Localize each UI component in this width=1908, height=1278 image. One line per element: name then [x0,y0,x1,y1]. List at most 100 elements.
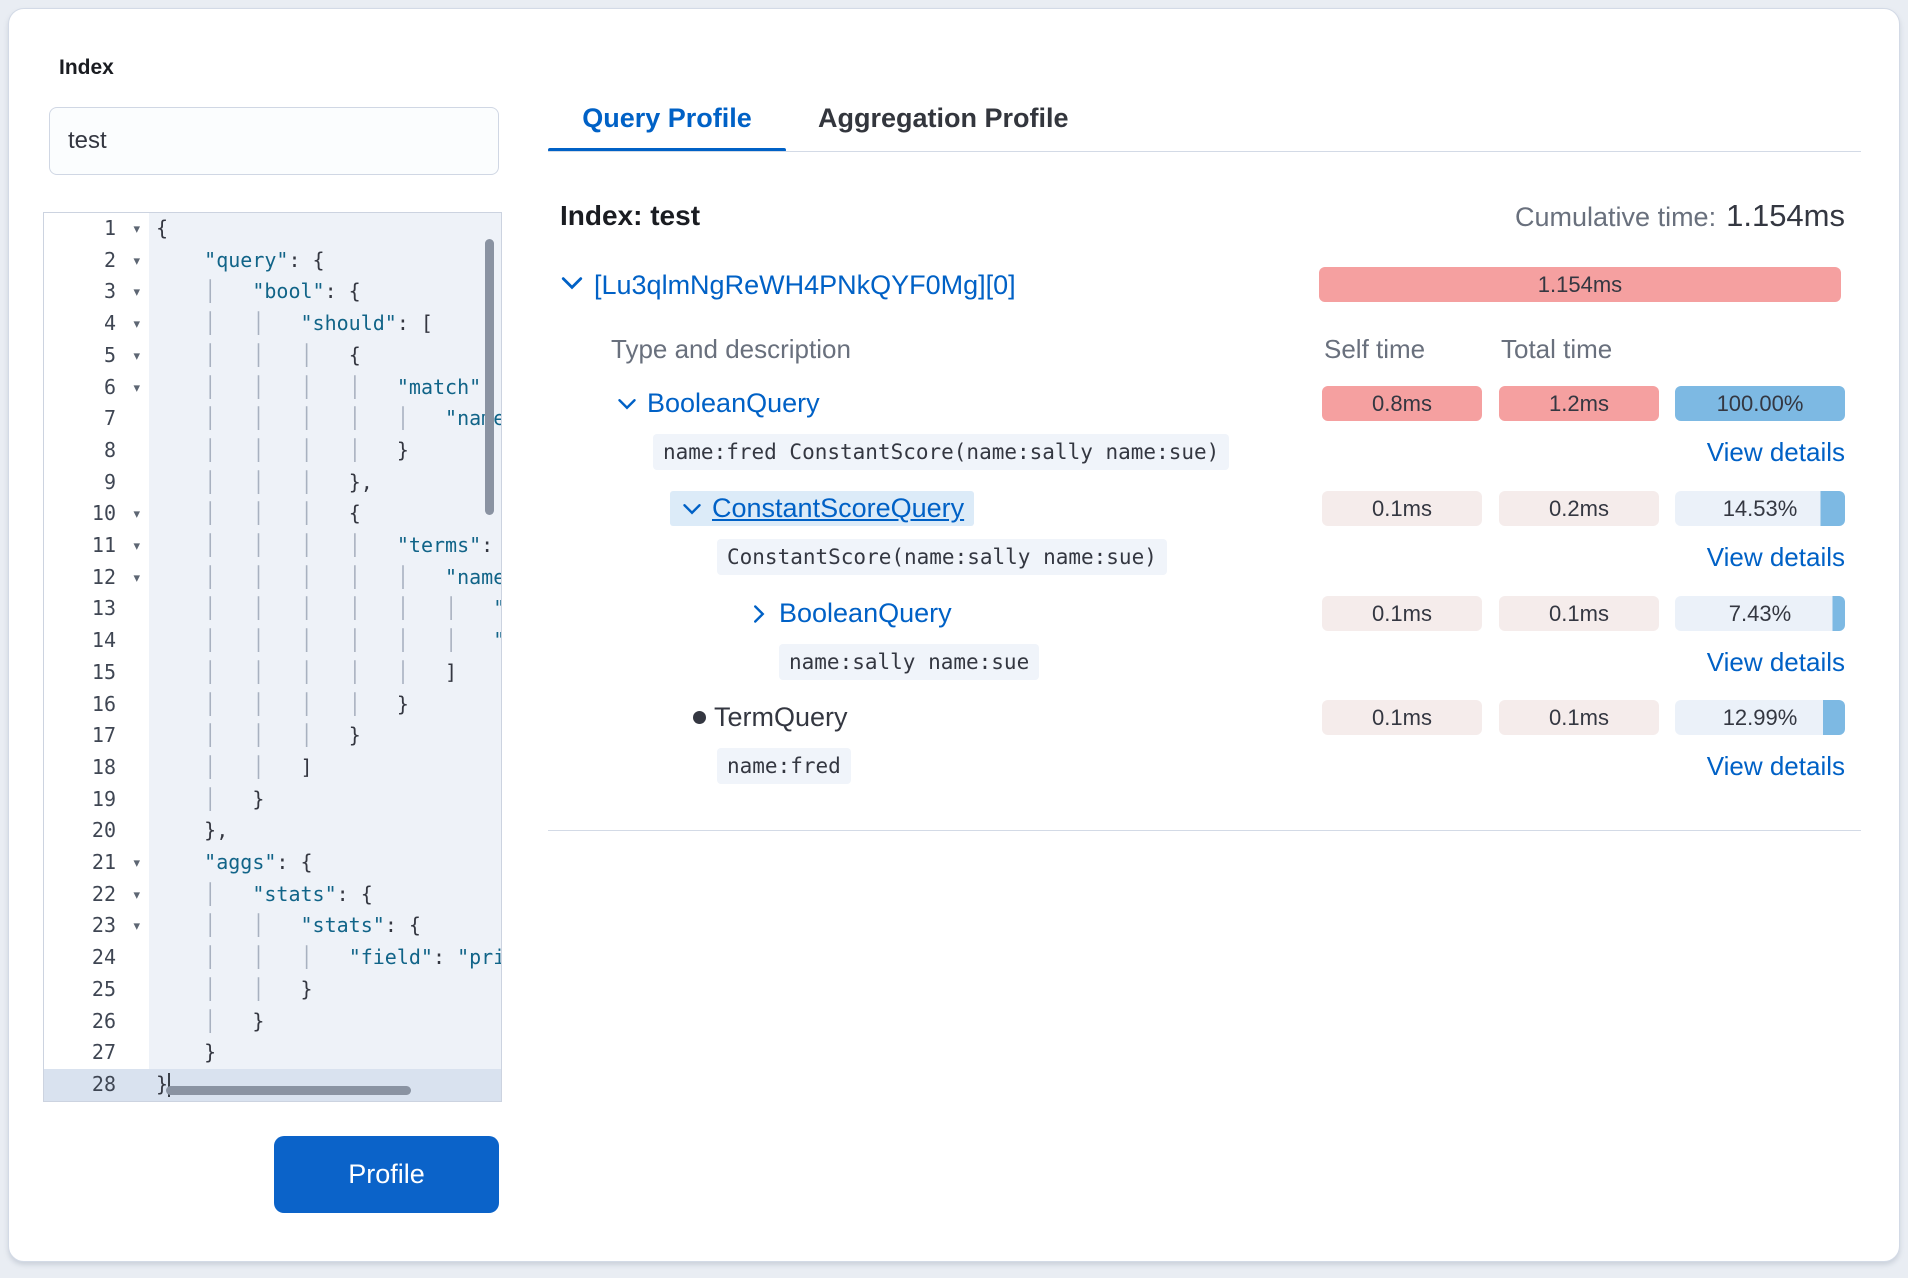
editor-line[interactable]: 4 ▾ │ │ "should": [ [44,308,501,340]
code-line-text[interactable]: │ │ │ │ "match": { [204,374,493,399]
code-line-text[interactable]: │ │ "should": [ [204,311,433,336]
editor-line[interactable]: 9 │ │ │ }, [44,466,501,499]
query-type-link[interactable]: ConstantScoreQuery [712,493,965,523]
query-editor[interactable]: 1 ▾{2 ▾ "query": {3 ▾ │ "bool": {4 ▾ │ │ "sh… [43,212,502,1102]
fold-arrow-icon[interactable]: ▾ [133,347,140,363]
code-line-text[interactable]: │ │ │ │ │ "name": [ [204,564,501,589]
code-line-text[interactable]: { [156,216,169,240]
editor-line[interactable]: 16 │ │ │ │ } [44,688,501,721]
code-line-text[interactable]: } [204,1040,217,1065]
fold-arrow-icon[interactable]: ▾ [133,252,140,268]
code-line-text[interactable]: │ │ │ { [204,342,361,367]
code-line-text[interactable]: │ │ "stats": { [204,913,421,938]
indent-guide: │ [204,723,253,748]
tab-aggregation-profile[interactable]: Aggregation Profile [818,102,1069,133]
code-line-text[interactable]: │ │ ] [204,754,313,779]
self-time-badge: 0.1ms [1322,700,1482,735]
editor-line[interactable]: 5 ▾ │ │ │ { [44,339,501,372]
editor-line[interactable]: 3 ▾ │ "bool": { [44,276,501,309]
chevron-down-icon[interactable] [615,392,639,416]
fold-arrow-icon[interactable]: ▾ [133,379,140,395]
editor-line[interactable]: 12 ▾ │ │ │ │ │ "name": [ [44,561,501,594]
code-line-text[interactable]: │ │ │ │ │ ] [204,659,458,684]
col-header-type: Type and description [611,334,851,364]
fold-arrow-icon[interactable]: ▾ [133,284,140,300]
line-number: 12 [91,564,116,589]
editor-line[interactable]: 26 │ } [44,1005,501,1038]
horizontal-scrollbar[interactable] [166,1086,411,1095]
fold-arrow-icon[interactable]: ▾ [133,221,140,236]
view-details-link[interactable]: View details [1706,647,1845,677]
view-details-link[interactable]: View details [1706,542,1845,572]
shard-toggle[interactable]: [Lu3qlmNgReWH4PNkQYF0Mg][0] [558,266,1016,304]
editor-line[interactable]: 6▾ │ │ │ │ "match": { [44,371,501,404]
index-input[interactable] [49,107,499,175]
indent-guide: │ [396,564,446,589]
code-line-text[interactable]: │ │ │ │ } [204,691,409,716]
code-line-text[interactable]: │ │ │ │ "terms": { [204,533,494,558]
code-line-text[interactable]: │ │ │ │ } [204,437,409,462]
editor-line[interactable]: 22 ▾ │ "stats": { [44,878,501,911]
code-line-text[interactable]: │ "stats": { [204,881,373,906]
editor-line[interactable]: 27 } [44,1037,501,1069]
editor-line[interactable]: 20 }, [44,815,501,848]
code-line-text[interactable]: │ │ │ } [204,723,361,748]
editor-line[interactable]: 11 ▾ │ │ │ │ "terms": { [44,530,501,562]
editor-line[interactable]: 15 │ │ │ │ │ ] [44,656,501,689]
profile-button[interactable]: Profile [274,1136,499,1213]
code-line-text[interactable]: "query": { [204,247,325,272]
code-line-text[interactable]: │ │ │ │ │ "name": "fred" [204,406,501,431]
editor-line[interactable]: 8 │ │ │ │ } [44,434,501,467]
fold-arrow-icon[interactable]: ▾ [133,886,140,902]
code-line-text[interactable]: } [149,1068,501,1101]
indent-guide: │ [252,501,301,526]
code-line-text[interactable]: "aggs": { [204,850,313,875]
editor-line[interactable]: 21 ▾ "aggs": { [44,847,501,879]
query-type-link[interactable]: BooleanQuery [647,388,820,418]
editor-line[interactable]: 10 ▾ │ │ │ { [44,498,501,531]
editor-gutter: 18 [44,751,149,784]
fold-arrow-icon[interactable]: ▾ [133,538,140,554]
code-line-text[interactable]: │ │ │ }, [204,469,373,494]
fold-arrow-icon[interactable]: ▾ [133,918,140,934]
fold-arrow-icon[interactable]: ▾ [133,316,140,332]
editor-line[interactable]: 13 │ │ │ │ │ │ "sally", [44,593,501,626]
editor-gutter: 9 [44,466,149,499]
query-type-link[interactable]: BooleanQuery [779,598,952,628]
indent-guide: │ [252,533,301,558]
code-line-text[interactable]: }, [204,818,229,843]
editor-line[interactable]: 14 │ │ │ │ │ │ "sue" [44,625,501,657]
query-row-title[interactable]: BooleanQuery [747,596,952,631]
code-line-text[interactable]: │ "bool": { [204,279,361,304]
vertical-scrollbar[interactable] [485,239,494,515]
code-line-text[interactable]: │ } [204,786,265,811]
editor-line[interactable]: 28} [44,1068,501,1101]
fold-arrow-icon[interactable]: ▾ [133,855,140,871]
bullet-icon [693,711,706,724]
code-line-text[interactable]: │ │ │ "field": "price" [204,945,501,970]
editor-line[interactable]: 23 ▾ │ │ "stats": { [44,910,501,943]
editor-line[interactable]: 25 │ │ } [44,973,501,1006]
code-line-text[interactable]: │ │ │ { [204,501,361,526]
chevron-right-icon[interactable] [747,602,771,626]
editor-line[interactable]: 1 ▾{ [44,213,501,245]
fold-arrow-icon[interactable]: ▾ [133,506,140,522]
query-row-title[interactable]: BooleanQuery [615,386,820,421]
editor-line[interactable]: 17 │ │ │ } [44,720,501,752]
indent-guide: │ [300,342,349,367]
fold-arrow-icon[interactable]: ▾ [133,569,140,585]
tab-query-profile[interactable]: Query Profile [582,102,752,133]
view-details-link[interactable]: View details [1706,437,1845,467]
view-details-link[interactable]: View details [1706,751,1845,781]
editor-line[interactable]: 2 ▾ "query": { [44,244,501,277]
chevron-down-icon[interactable] [680,497,704,521]
editor-line[interactable]: 18 │ │ ] [44,751,501,784]
code-line-text[interactable]: │ │ │ │ │ │ "sally", [149,593,501,625]
editor-line[interactable]: 19 │ } [44,783,501,816]
code-line-text[interactable]: │ │ } [204,976,313,1001]
editor-line[interactable]: 24 │ │ │ "field": "price" [44,942,501,974]
code-line-text[interactable]: │ │ │ │ │ │ "sue" [149,625,501,657]
query-row-title[interactable]: ConstantScoreQuery [670,491,975,526]
code-line-text[interactable]: │ } [204,1008,265,1033]
editor-line[interactable]: 7 │ │ │ │ │ "name": "fred" [44,403,501,435]
